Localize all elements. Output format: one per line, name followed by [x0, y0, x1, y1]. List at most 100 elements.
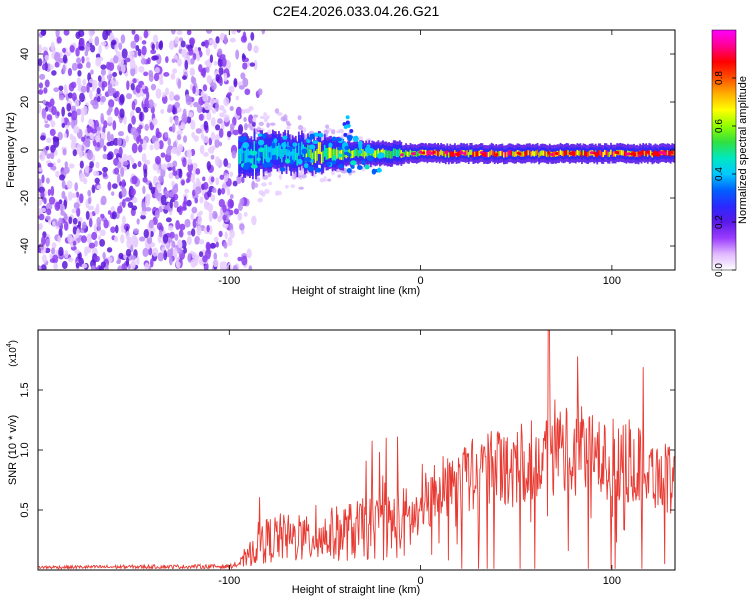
noise-blob [58, 85, 64, 91]
noise-blob [142, 247, 149, 257]
noise-blob [125, 248, 132, 257]
band-core [499, 150, 502, 157]
noise-blob [96, 184, 102, 190]
band-core [553, 151, 556, 157]
noise-blob [205, 30, 213, 34]
noise-blob [103, 219, 109, 229]
band-blob [250, 150, 258, 156]
noise-blob [242, 54, 247, 60]
noise-blob [148, 219, 155, 229]
noise-blob [154, 188, 159, 199]
noise-blob [88, 118, 94, 127]
noise-blob [173, 193, 179, 201]
band-blob [331, 136, 337, 142]
noise-blob [229, 123, 235, 130]
noise-blob [114, 106, 119, 117]
transition-blob [337, 174, 341, 178]
noise-blob [113, 235, 119, 243]
noise-blob [53, 87, 60, 93]
noise-blob [175, 220, 180, 231]
band-core [374, 150, 377, 158]
band-core [614, 151, 617, 157]
noise-blob [87, 189, 92, 197]
noise-blob [220, 187, 226, 195]
noise-blob [257, 88, 263, 96]
noise-blob [48, 196, 56, 205]
noise-blob [203, 152, 209, 157]
noise-blob [58, 94, 65, 101]
noise-blob [79, 172, 86, 182]
noise-blob [40, 30, 47, 36]
noise-blob [215, 73, 220, 82]
noise-blob [63, 166, 70, 175]
colorbar-label: Normalized spectral amplitude [737, 76, 749, 224]
noise-blob [117, 130, 124, 137]
noise-blob [195, 186, 202, 195]
band-core [666, 150, 669, 156]
noise-blob [76, 227, 80, 238]
band-core [602, 151, 605, 158]
noise-blob [67, 191, 73, 201]
noise-blob [79, 92, 85, 103]
noise-blob [60, 203, 64, 214]
noise-blob [150, 186, 156, 195]
band-core [576, 149, 579, 156]
snr-scale-label: (x104) [6, 340, 19, 367]
noise-blob [106, 131, 111, 142]
noise-blob [176, 130, 183, 136]
band-blob [309, 133, 315, 138]
band-core [282, 143, 285, 157]
noise-blob [224, 231, 228, 240]
noise-blob [184, 59, 189, 70]
band-blob [279, 167, 286, 172]
noise-blob [145, 91, 150, 100]
band-core [375, 149, 378, 158]
noise-blob [108, 62, 115, 71]
band-core [585, 151, 588, 157]
noise-blob [125, 230, 130, 240]
band-core [274, 143, 277, 157]
band-core [300, 141, 303, 155]
noise-blob [238, 85, 245, 90]
noise-blob [73, 125, 80, 134]
noise-blob [158, 140, 164, 150]
noise-blob [100, 68, 106, 76]
spectrogram-plot-area [38, 30, 675, 270]
band-core [317, 141, 320, 154]
noise-blob [120, 64, 126, 74]
band-core [487, 151, 490, 158]
snr-xlabel: Height of straight line (km) [292, 584, 420, 596]
band-core [389, 151, 392, 159]
transition-blob [282, 118, 288, 122]
noise-blob [215, 36, 220, 44]
band-core [444, 152, 447, 158]
transition-blob [269, 122, 276, 126]
noise-blob [56, 36, 62, 44]
band-core [256, 149, 259, 165]
noise-blob [101, 83, 105, 92]
band-core [510, 150, 513, 156]
noise-blob [50, 41, 55, 52]
noise-blob [106, 247, 113, 253]
noise-blob [249, 62, 256, 67]
noise-blob [219, 174, 225, 180]
transition-blob [261, 182, 267, 187]
noise-blob [229, 194, 234, 199]
noise-blob [100, 195, 107, 206]
isolated-feature [343, 124, 348, 129]
noise-blob [44, 123, 50, 129]
noise-blob [80, 85, 87, 93]
noise-blob [145, 207, 152, 212]
noise-blob [71, 118, 75, 129]
spectrogram-noise-blobs [38, 30, 266, 270]
noise-blob [226, 130, 232, 138]
noise-blob [221, 57, 227, 67]
noise-blob [192, 218, 197, 229]
noise-blob [191, 162, 198, 169]
noise-blob [150, 49, 157, 55]
noise-blob [188, 37, 196, 46]
noise-blob [172, 247, 178, 258]
band-core [323, 144, 326, 157]
noise-blob [210, 131, 216, 141]
